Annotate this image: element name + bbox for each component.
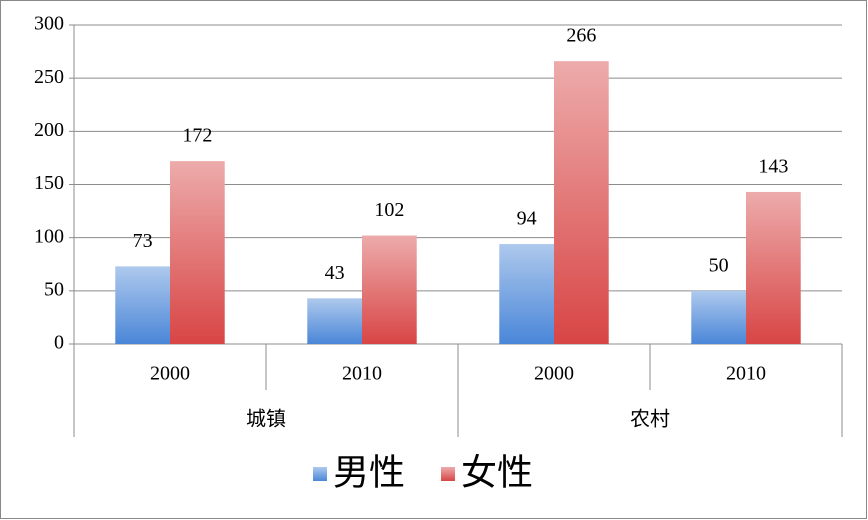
group-label: 城镇 [246,408,286,431]
bar [307,298,362,344]
value-label: 94 [517,208,537,230]
value-label: 266 [566,25,596,47]
y-tick-label: 150 [34,172,64,194]
bar [115,266,170,344]
y-tick-label: 50 [44,278,64,300]
x-tick-label: 2010 [342,363,382,385]
bar [554,61,609,345]
legend-swatch [313,467,327,481]
legend-swatch [441,467,456,481]
x-tick-label: 2000 [150,363,190,385]
y-tick-label: 300 [34,13,64,35]
bar [170,161,225,344]
value-label: 172 [182,125,212,147]
value-label: 43 [325,262,345,284]
value-label: 102 [374,199,404,221]
value-label: 73 [133,230,153,252]
x-tick-label: 2000 [534,363,574,385]
legend-label: 男性 [333,452,405,492]
value-label: 50 [709,254,729,276]
bar [499,244,554,344]
legend-label: 女性 [461,452,533,492]
y-tick-label: 0 [54,332,64,354]
y-tick-label: 100 [34,225,64,247]
x-tick-label: 2010 [726,363,766,385]
bar [746,191,801,344]
bar [691,290,746,344]
bar [362,235,417,344]
y-tick-label: 200 [34,119,64,141]
group-label: 农村 [630,408,670,431]
y-tick-label: 250 [34,66,64,88]
value-label: 143 [758,156,788,178]
